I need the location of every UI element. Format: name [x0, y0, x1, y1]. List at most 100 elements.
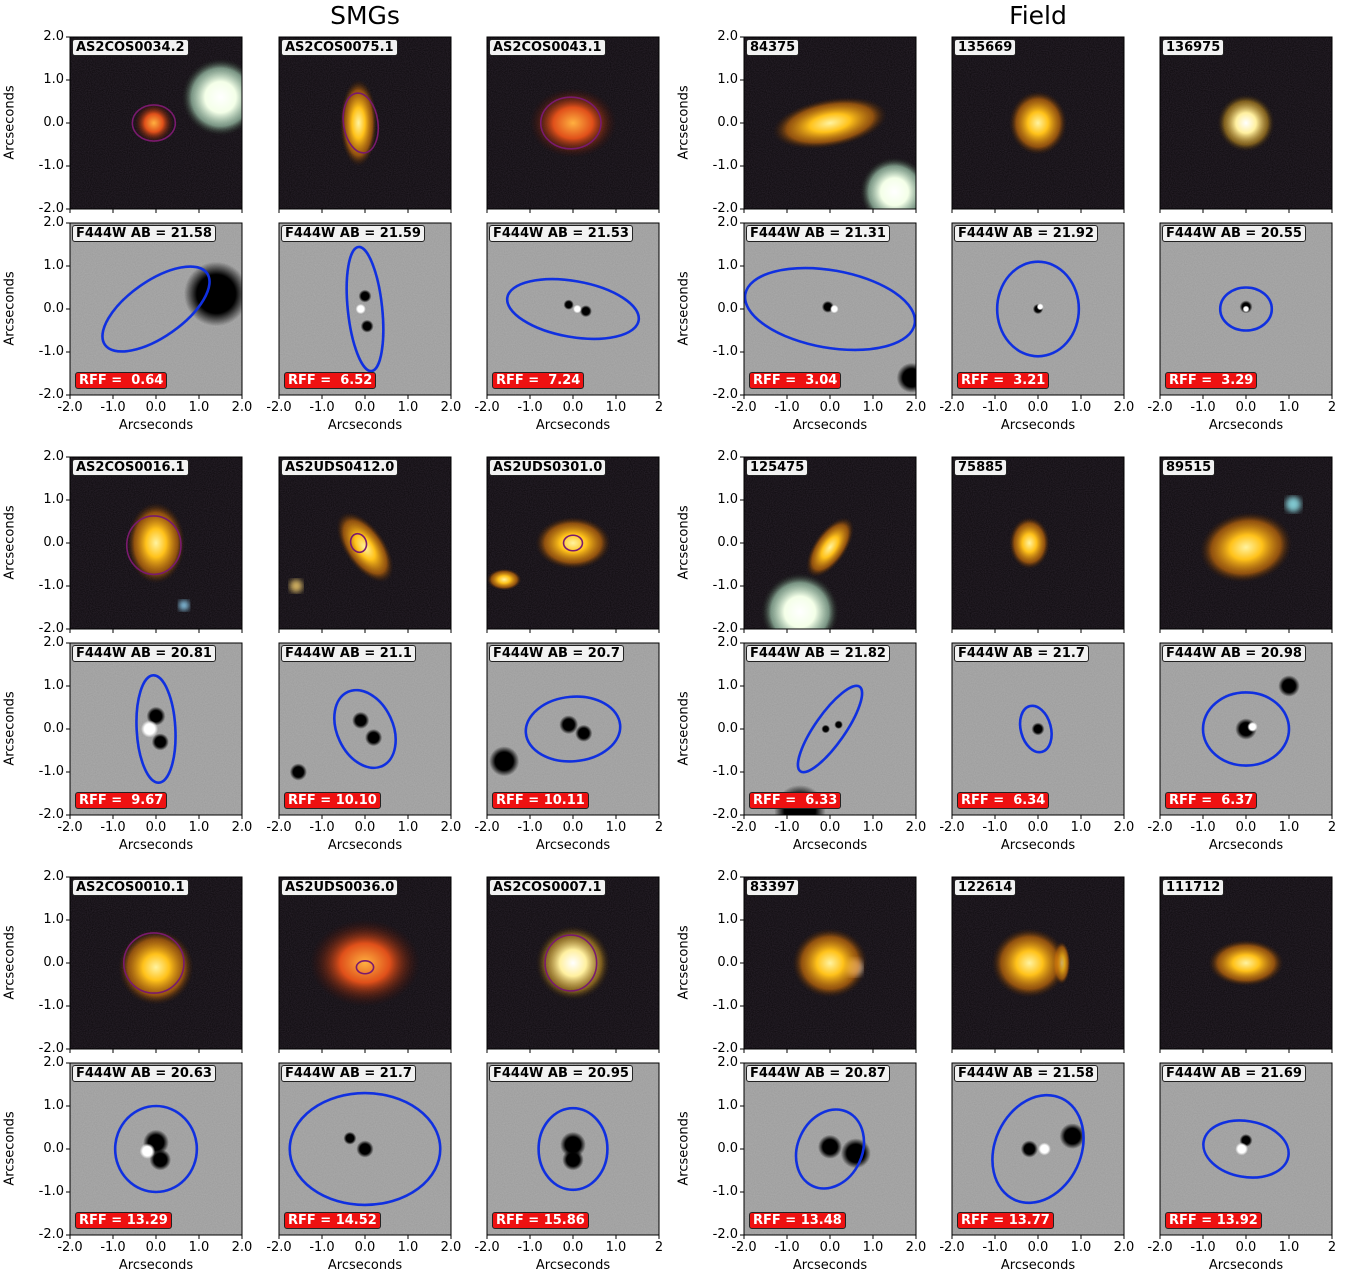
xtick-label: 1.0 — [1070, 1240, 1092, 1255]
ytick-label: -2.0 — [712, 387, 738, 402]
aperture-ellipse — [333, 688, 397, 770]
ytick-label: -2.0 — [38, 387, 64, 402]
x-axis-label: Arcseconds — [1208, 838, 1284, 853]
residual-structure — [358, 289, 372, 303]
f444w-magnitude-label: F444W AB = 21.69 — [1162, 1065, 1306, 1082]
xtick-label: -2.0 — [939, 820, 965, 835]
image-panel — [69, 36, 243, 210]
aperture-ellipse — [796, 684, 864, 774]
xtick-label: -2.0 — [57, 400, 83, 415]
xtick-label: 1.0 — [1278, 400, 1300, 415]
y-axis-label: Arcseconds — [2, 271, 18, 346]
ytick-label: -2.0 — [712, 807, 738, 822]
xtick-label: 1.0 — [397, 400, 419, 415]
ytick-label: 1.0 — [717, 258, 738, 273]
xtick-label: -2.0 — [731, 400, 757, 415]
residual-structure — [1235, 1142, 1249, 1156]
rff-value-badge: RFF = 7.24 — [492, 372, 585, 389]
source-id-label: AS2UDS0036.0 — [281, 879, 399, 896]
ytick-label: -2.0 — [38, 201, 64, 216]
x-axis-label: Arcseconds — [792, 418, 868, 433]
residual-structure — [560, 1131, 586, 1158]
x-axis-label: Arcseconds — [118, 418, 194, 433]
source-id-label: AS2UDS0412.0 — [281, 459, 399, 476]
source-id-label: AS2COS0016.1 — [72, 459, 189, 476]
rff-value-badge: RFF = 3.21 — [957, 372, 1050, 389]
residual-panel — [278, 642, 452, 816]
ytick-label: 2.0 — [717, 215, 738, 230]
aperture-ellipse — [1018, 704, 1053, 754]
residual-structure — [575, 724, 593, 742]
ytick-label: -2.0 — [712, 1227, 738, 1242]
rff-value-badge: RFF = 13.92 — [1165, 1212, 1262, 1229]
image-panel — [486, 36, 660, 210]
xtick-label: 1.0 — [862, 1240, 884, 1255]
ytick-label: -1.0 — [712, 578, 738, 593]
residual-structure — [1278, 675, 1300, 697]
residual-structure — [1036, 303, 1044, 311]
ytick-label: 0.0 — [43, 1141, 64, 1156]
submm-contour — [349, 532, 368, 554]
rff-value-badge: RFF = 10.11 — [492, 792, 589, 809]
ytick-label: 1.0 — [43, 72, 64, 87]
image-panel — [743, 456, 917, 630]
xtick-label: 1.0 — [397, 820, 419, 835]
xtick-label: 2.0 — [1113, 820, 1135, 835]
ytick-label: 1.0 — [717, 72, 738, 87]
ytick-label: 2.0 — [43, 1055, 64, 1070]
y-axis-label: Arcseconds — [676, 925, 692, 1000]
residual-panel — [743, 642, 917, 816]
ytick-label: 0.0 — [717, 721, 738, 736]
rff-value-badge: RFF = 3.29 — [1165, 372, 1258, 389]
source-id-label: AS2COS0007.1 — [489, 879, 606, 896]
aperture-ellipse — [744, 266, 916, 352]
neighbor-galaxy — [487, 568, 522, 591]
residual-structure — [289, 763, 307, 781]
group-title-field: Field — [1009, 1, 1067, 30]
target-galaxy — [336, 512, 394, 583]
source-id-label: AS2COS0043.1 — [489, 39, 606, 56]
residual-panel — [951, 1062, 1125, 1236]
residual-panel — [743, 1062, 917, 1236]
xtick-label: -2.0 — [939, 1240, 965, 1255]
image-panel — [743, 876, 917, 1050]
f444w-magnitude-label: F444W AB = 21.7 — [281, 1065, 416, 1082]
ytick-label: -2.0 — [38, 807, 64, 822]
submm-contour — [131, 104, 177, 142]
f444w-magnitude-label: F444W AB = 20.7 — [489, 645, 624, 662]
xtick-label: -2.0 — [266, 820, 292, 835]
f444w-magnitude-label: F444W AB = 21.92 — [954, 225, 1098, 242]
xtick-label: 1.0 — [188, 400, 210, 415]
x-axis-label: Arcseconds — [327, 838, 403, 853]
f444w-magnitude-label: F444W AB = 20.81 — [72, 645, 216, 662]
submm-contour — [125, 515, 182, 576]
aperture-ellipse — [113, 1104, 199, 1194]
rff-value-badge: RFF = 6.37 — [1165, 792, 1258, 809]
xtick-label: 0.0 — [354, 1240, 376, 1255]
rff-value-badge: RFF = 14.52 — [284, 1212, 381, 1229]
rff-value-badge: RFF = 9.67 — [75, 792, 168, 809]
residual-panel — [1159, 222, 1333, 396]
target-galaxy — [133, 102, 175, 144]
residual-panel — [486, 1062, 660, 1236]
x-axis-label: Arcseconds — [535, 838, 611, 853]
aperture-ellipse — [991, 1093, 1085, 1205]
rff-value-badge: RFF = 3.04 — [749, 372, 842, 389]
xtick-label: -1.0 — [517, 820, 543, 835]
residual-structure — [579, 305, 592, 318]
ytick-label: 2.0 — [717, 449, 738, 464]
xtick-label: 1.0 — [188, 820, 210, 835]
xtick-label: -1.0 — [774, 400, 800, 415]
target-galaxy — [535, 516, 611, 570]
x-axis-label: Arcseconds — [327, 1258, 403, 1273]
ytick-label: 1.0 — [43, 1098, 64, 1113]
residual-structure — [562, 1149, 584, 1171]
aperture-ellipse — [135, 674, 177, 784]
y-axis-label: Arcseconds — [676, 691, 692, 766]
neighbor-source — [178, 600, 190, 611]
residual-structure — [1242, 305, 1250, 313]
ytick-label: 2.0 — [43, 29, 64, 44]
neighbor-source — [860, 157, 916, 209]
residual-structure — [343, 1131, 357, 1145]
image-panel — [278, 876, 452, 1050]
